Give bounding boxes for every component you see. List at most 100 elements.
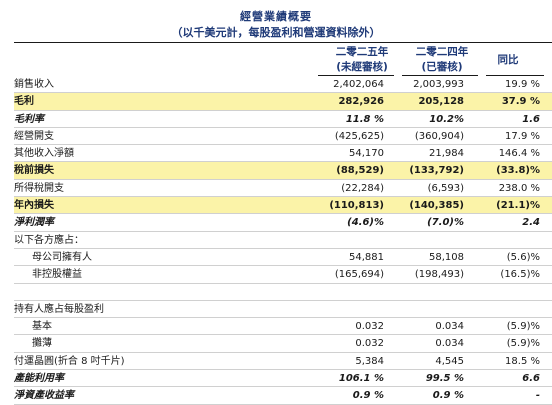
value-yoy: (33.8)% [496,165,540,177]
value-2025: (110,813) [329,200,384,212]
value-2024: 58,108 [429,251,464,263]
table-row: 稅前損失 (88,529) (133,792) (33.8)% [14,162,552,180]
table-row: 年內損失 (110,813) (140,385) (21.1)% [14,197,552,215]
table-row: 母公司擁有人 54,881 58,108 (5.6)% [14,249,552,267]
value-yoy: - [535,390,540,402]
table-row: 毛利率 11.8 % 10.2% 1.6 [14,111,552,128]
table-row: 非控股權益 (165,694) (198,493) (16.5)% [14,266,552,284]
value-2024: 10.2% [429,113,464,125]
value-yoy: 2.4 [522,217,540,229]
column-header-2025-year: 二零二五年 [335,46,389,58]
value-2024: (133,792) [409,165,464,177]
row-label: 持有人應占每股盈利 [14,303,104,315]
value-yoy: 37.9 % [501,96,540,108]
table-row: 淨利潤率 (4.6)% (7.0)% 2.4 [14,214,552,232]
value-2025: 0.032 [355,321,384,333]
value-2024: (6,593) [427,182,464,194]
row-label: 銷售收入 [14,79,54,90]
value-yoy: (5.9)% [506,321,540,333]
value-2024: (7.0)% [427,217,464,229]
value-2025: 2,402,064 [333,79,384,90]
value-2024: 99.5 % [425,373,464,385]
value-2025: (165,694) [334,269,384,281]
table-row: 所得稅開支 (22,284) (6,593) 238.0 % [14,180,552,198]
value-2025: (425,625) [334,130,384,142]
row-label: 以下各方應占： [14,234,84,246]
value-2025: (88,529) [336,165,384,177]
table-row: 基本 0.032 0.034 (5.9)% [14,318,552,336]
value-yoy: (5.9)% [506,338,540,350]
column-header-yoy-label: 同比 [497,54,519,66]
value-2025: 54,170 [349,148,384,160]
value-2025: (4.6)% [347,217,384,229]
value-2024: (198,493) [414,269,464,281]
value-yoy: 1.6 [522,113,540,125]
value-yoy: 17.9 % [505,130,540,142]
value-yoy: (21.1)% [496,200,540,212]
column-underline-2024 [402,75,478,76]
table-row: 淨資產收益率 0.9 % 0.9 % - [14,387,552,405]
column-header-2025: 二零二五年 (未經審核) [316,45,408,75]
page-subtitle: （以千美元計，每股盈利和營運資料除外） [171,26,381,39]
value-2025: 282,926 [338,96,384,108]
row-label: 其他收入淨額 [14,148,74,160]
value-2025: 0.9 % [352,390,384,402]
value-2024: 205,128 [418,96,464,108]
table-row [14,284,552,301]
value-2025: 5,384 [355,355,384,367]
table-row: 持有人應占每股盈利 [14,301,552,319]
row-label: 經營開支 [14,130,54,142]
value-yoy: 18.5 % [505,355,540,367]
row-label: 母公司擁有人 [32,251,92,263]
table-row: 付運晶圓(折合 8 吋千片) 5,384 4,545 18.5 % [14,353,552,371]
value-yoy: 19.9 % [505,79,540,90]
table-row: 以下各方應占： [14,232,552,249]
value-2025: 0.032 [355,338,384,350]
table-row: 攤薄 0.032 0.034 (5.9)% [14,335,552,353]
value-2024: 0.034 [435,321,464,333]
row-label: 產能利用率 [14,373,64,385]
value-2025: 11.8 % [345,113,384,125]
table-row: 產能利用率 106.1 % 99.5 % 6.6 [14,370,552,388]
value-yoy: 146.4 % [498,148,540,160]
value-2024: 21,984 [429,148,464,160]
row-label: 付運晶圓(折合 8 吋千片) [14,355,125,367]
column-header-yoy: 同比 [478,45,538,75]
value-2024: (360,904) [414,130,464,142]
column-header-2024: 二零二四年 (已審核) [396,45,488,75]
row-label: 毛利率 [14,113,44,125]
column-header-2025-note: (未經審核) [336,61,388,73]
summary-table: 銷售收入 2,402,064 2,003,993 19.9 % 毛利 282,926 205… [14,76,552,405]
value-2025: 54,881 [349,251,384,263]
value-2025: (22,284) [341,182,384,194]
row-label: 年內損失 [14,200,54,212]
table-row: 毛利 282,926 205,128 37.9 % [14,93,552,111]
page-title: 經營業績概要 [240,10,312,23]
value-yoy: 6.6 [522,373,540,385]
value-yoy: (5.6)% [506,251,540,263]
row-label: 淨利潤率 [14,217,54,229]
value-2024: 0.9 % [432,390,464,402]
value-2025: 106.1 % [338,373,384,385]
table-row: 銷售收入 2,402,064 2,003,993 19.9 % [14,76,552,94]
table-row: 其他收入淨額 54,170 21,984 146.4 % [14,145,552,163]
row-label: 稅前損失 [14,165,54,177]
value-2024: (140,385) [409,200,464,212]
row-label: 淨資產收益率 [14,390,74,402]
column-header-2024-year: 二零二四年 [415,46,469,58]
value-yoy: (16.5)% [500,269,540,281]
row-label: 非控股權益 [32,269,82,281]
column-underline-yoy [486,75,544,76]
column-header-2024-note: (已審核) [421,61,463,73]
column-underline-2025 [318,75,394,76]
header-rule [14,42,552,43]
row-label: 毛利 [14,96,34,108]
row-label: 攤薄 [32,338,52,350]
value-2024: 0.034 [435,338,464,350]
value-2024: 4,545 [435,355,464,367]
table-row: 經營開支 (425,625) (360,904) 17.9 % [14,128,552,146]
value-2024: 2,003,993 [413,79,464,90]
value-yoy: 238.0 % [498,182,540,194]
row-label: 基本 [32,321,52,333]
row-label: 所得稅開支 [14,182,64,194]
